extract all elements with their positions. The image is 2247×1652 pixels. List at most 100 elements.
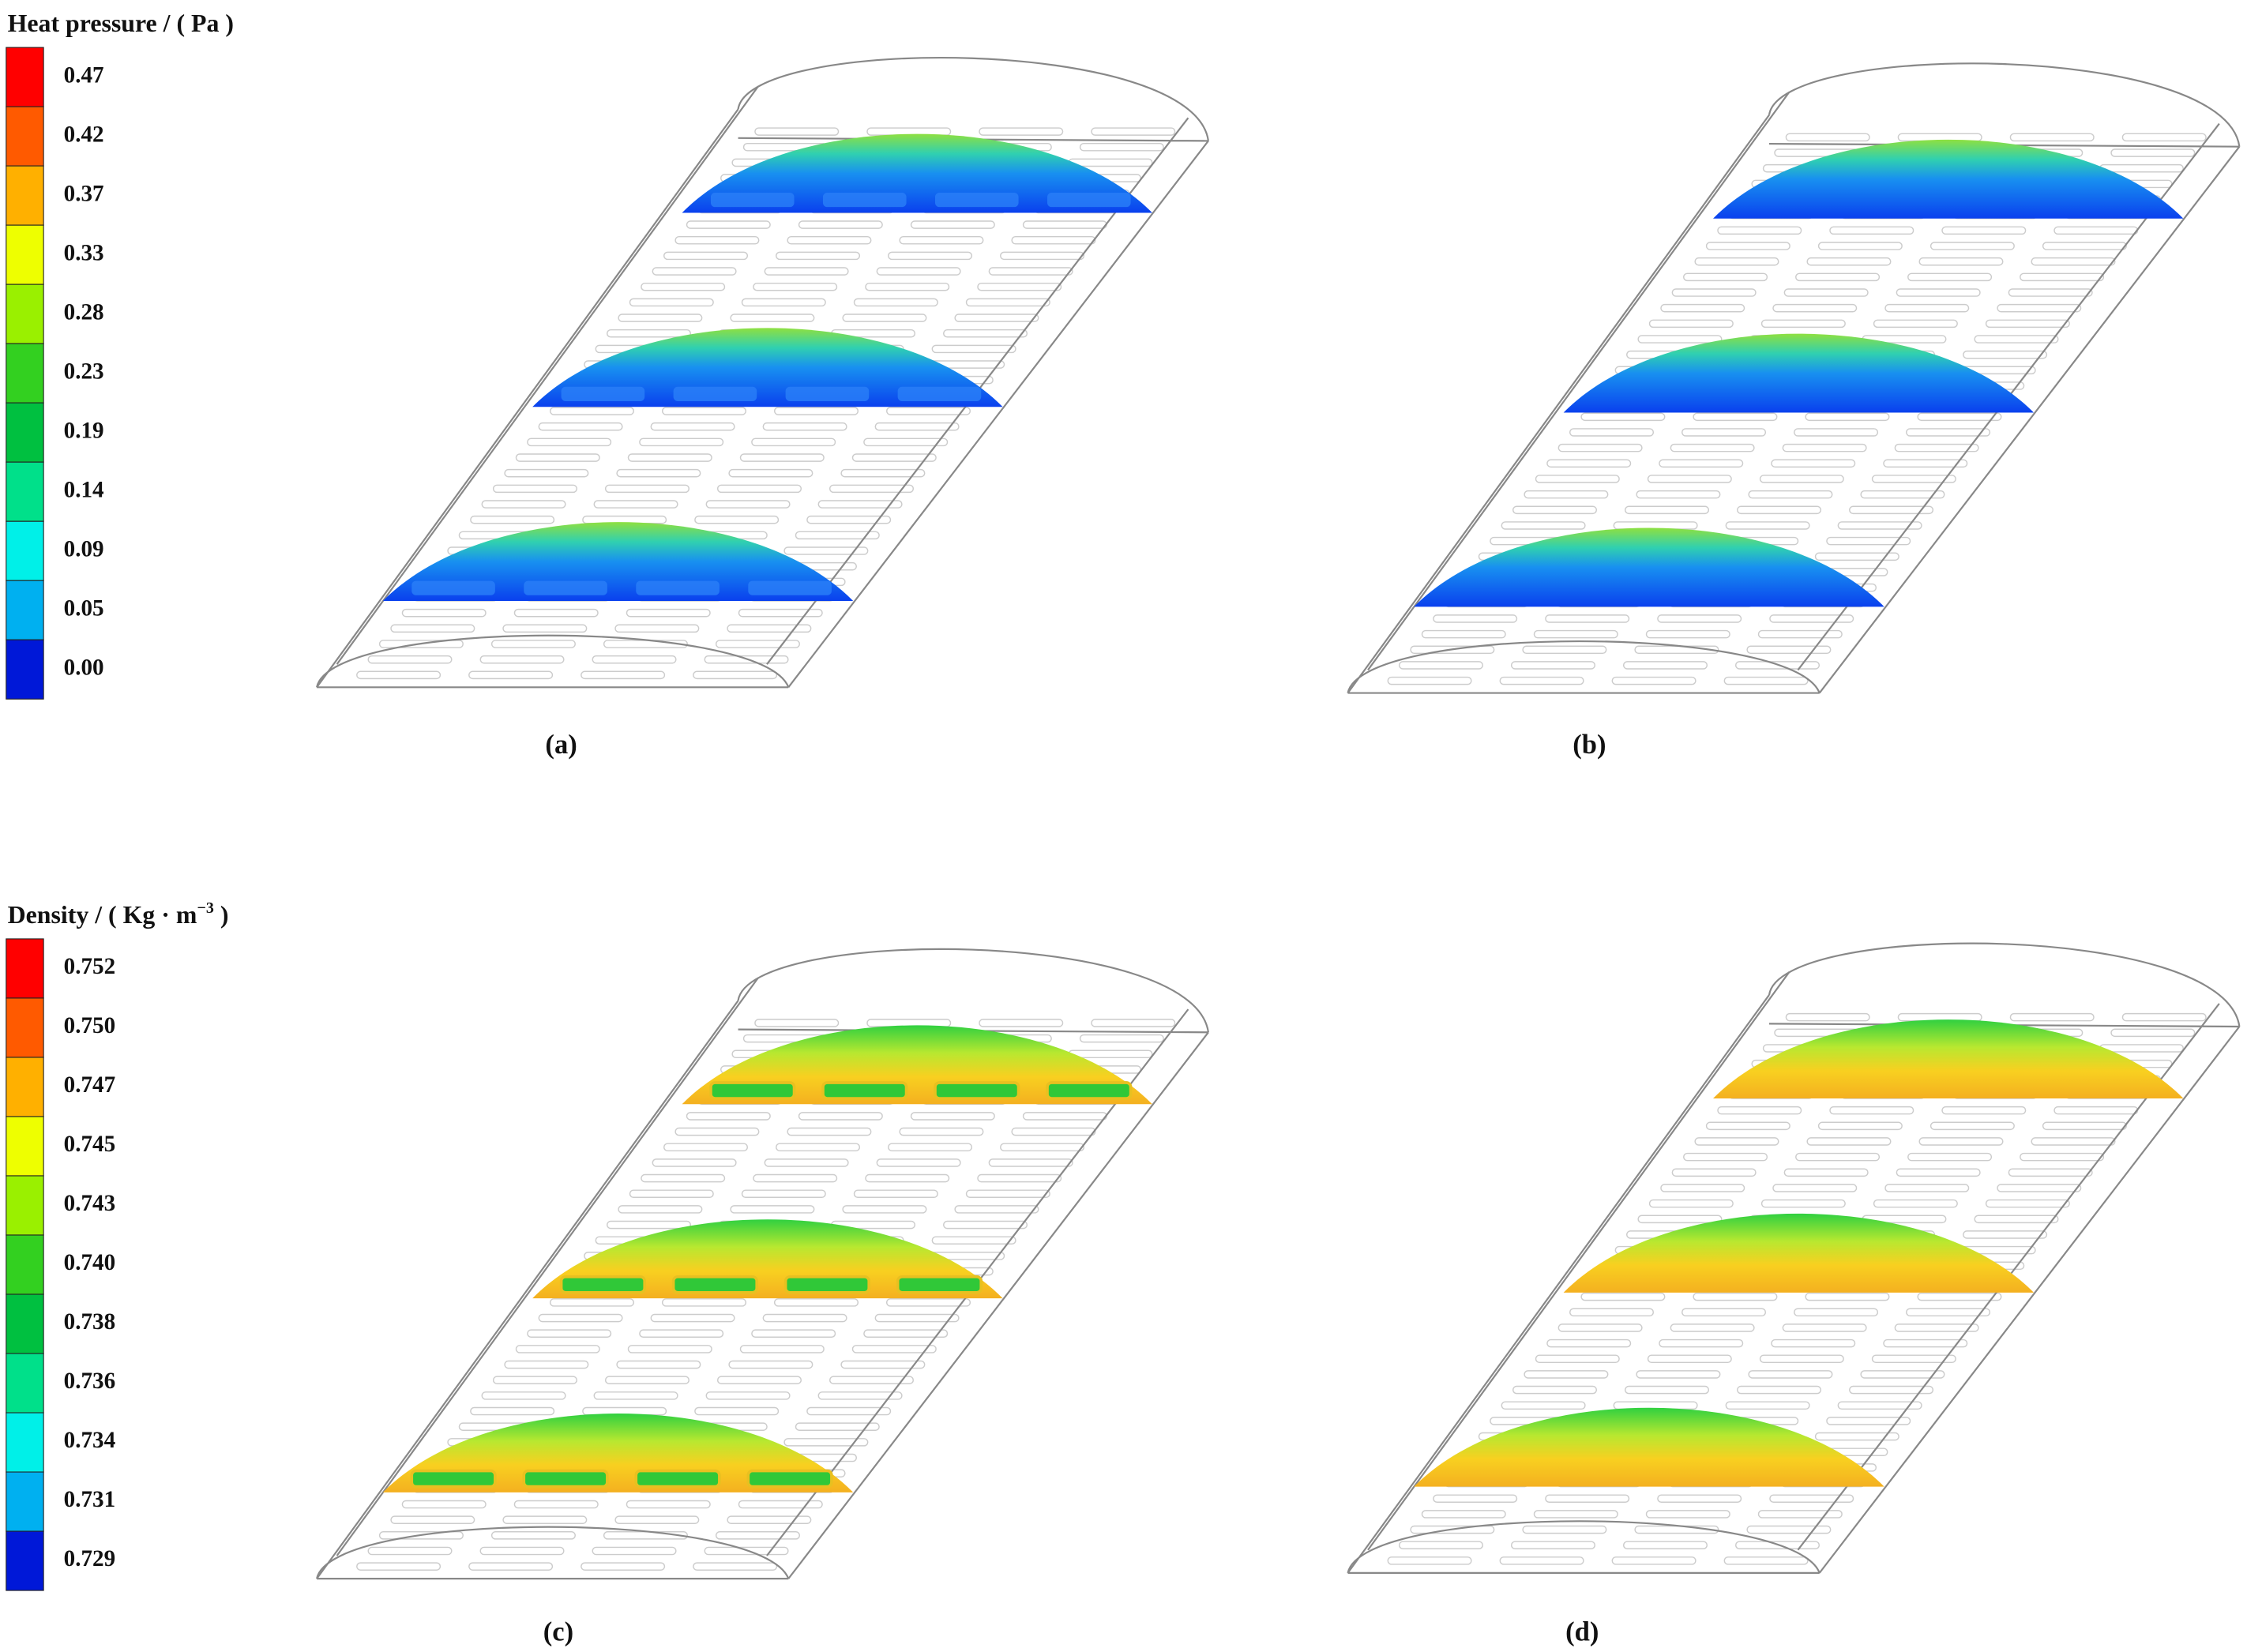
slot xyxy=(1871,1354,1956,1364)
slot xyxy=(1985,1199,2070,1208)
slot xyxy=(479,655,565,664)
slot xyxy=(1849,505,1934,515)
slot xyxy=(1894,1323,1979,1332)
slot xyxy=(754,127,840,136)
slot xyxy=(1817,1121,1903,1131)
slot xyxy=(1907,272,1993,282)
slot xyxy=(1683,272,1768,282)
slot xyxy=(977,1173,1062,1183)
slot xyxy=(1000,1143,1085,1152)
slot xyxy=(1873,1199,1958,1208)
slot xyxy=(795,531,880,540)
slot xyxy=(1884,303,1970,313)
slot xyxy=(1907,1152,1993,1162)
slot xyxy=(1510,1541,1596,1550)
slot xyxy=(639,1329,724,1338)
slot xyxy=(639,437,724,447)
slot xyxy=(581,1562,666,1571)
slot xyxy=(504,468,589,478)
slot xyxy=(1546,459,1632,468)
slot xyxy=(1660,1184,1745,1192)
slot xyxy=(1533,629,1618,639)
slot-section xyxy=(746,1469,833,1489)
slot xyxy=(1736,1385,1822,1395)
slot xyxy=(1974,335,2059,344)
slot xyxy=(538,1313,623,1323)
slot xyxy=(2042,1121,2127,1131)
slot xyxy=(1760,319,1846,329)
slot xyxy=(739,1345,825,1354)
slot xyxy=(1806,1137,1892,1146)
slot xyxy=(693,670,778,680)
contour-slice xyxy=(1414,528,1884,607)
colorbar-band xyxy=(6,580,44,640)
slot xyxy=(502,624,588,633)
slot xyxy=(1421,1510,1506,1519)
slot xyxy=(1871,475,1956,483)
slot-section xyxy=(410,1469,497,1489)
slot xyxy=(751,1329,836,1338)
slot xyxy=(504,1360,589,1369)
slot xyxy=(1794,1308,1879,1317)
slot xyxy=(1611,1556,1697,1565)
slot xyxy=(798,220,883,229)
slot xyxy=(1647,475,1732,483)
slot-section xyxy=(821,1081,908,1100)
slot xyxy=(629,298,714,307)
slot xyxy=(1011,235,1096,245)
slot xyxy=(1533,1510,1618,1519)
slot xyxy=(1569,428,1655,437)
slot xyxy=(1683,1152,1768,1162)
slot xyxy=(1622,661,1708,670)
slot xyxy=(2031,1137,2116,1146)
slot xyxy=(1795,1152,1881,1162)
slot xyxy=(840,468,926,478)
slot xyxy=(829,484,915,494)
slot xyxy=(652,267,737,276)
colorbar-label: 0.743 xyxy=(64,1191,116,1216)
legend-title: Heat pressure / ( Pa ) xyxy=(8,9,234,37)
slot xyxy=(626,1500,711,1509)
slot xyxy=(2053,1106,2139,1115)
panel-label: (d) xyxy=(1565,1616,1599,1646)
slot xyxy=(1512,1385,1598,1395)
slot xyxy=(502,1515,588,1524)
slot xyxy=(1647,1354,1732,1364)
slot xyxy=(693,1562,778,1571)
colorbar-label: 0.740 xyxy=(64,1250,116,1275)
slot xyxy=(1648,319,1734,329)
slot-section xyxy=(934,192,1019,208)
slot xyxy=(754,1019,840,1027)
slot xyxy=(1814,552,1899,561)
slot xyxy=(2008,288,2093,297)
colorbar-label: 0.28 xyxy=(64,299,104,325)
slot xyxy=(1829,226,1914,235)
slot xyxy=(674,235,760,245)
slot xyxy=(783,1438,869,1447)
slot xyxy=(1906,1308,1991,1317)
slot xyxy=(1694,257,1779,266)
slot xyxy=(527,1329,612,1338)
slot xyxy=(1725,521,1810,530)
slot-section xyxy=(561,386,645,401)
slot xyxy=(1963,350,2048,359)
slot xyxy=(674,1127,760,1136)
slot xyxy=(1622,1541,1708,1550)
panel-label: (c) xyxy=(543,1616,573,1646)
slot xyxy=(367,655,453,664)
slot xyxy=(1022,1112,1107,1121)
slot xyxy=(618,1205,703,1214)
slot xyxy=(2008,1168,2093,1177)
colorbar-label: 0.729 xyxy=(64,1546,116,1571)
slot xyxy=(764,1158,849,1167)
slot xyxy=(614,1515,700,1524)
slot-section xyxy=(822,192,907,208)
colorbar-band xyxy=(6,1293,44,1354)
slot xyxy=(1896,288,1981,297)
slot xyxy=(2009,1012,2095,1022)
slot xyxy=(727,624,812,633)
slot xyxy=(1705,1121,1790,1131)
slot xyxy=(641,1173,726,1183)
slot xyxy=(888,251,973,261)
slot xyxy=(876,1158,961,1167)
